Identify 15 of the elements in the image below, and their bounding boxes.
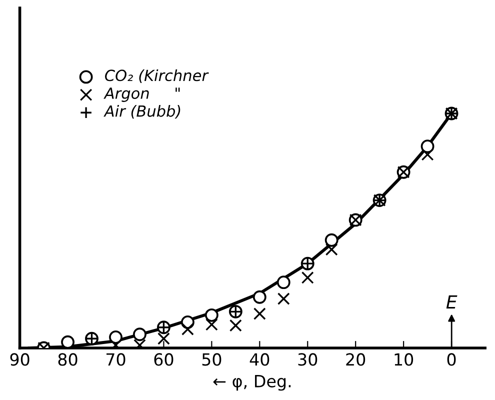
annotation: E (446, 295, 458, 309)
legend-label: Air (Bubb) (104, 105, 180, 119)
x-tick-label: 60 (154, 353, 174, 366)
x-tick-label: 0 (447, 353, 456, 366)
x-tick-label: 20 (346, 353, 366, 366)
x-tick-label: 40 (250, 353, 270, 366)
x-tick-label: 30 (298, 353, 318, 366)
x-axis-title: ← φ, Deg. (213, 375, 291, 391)
x-tick-label: 50 (202, 353, 222, 366)
legend-label: CO₂ (Kirchner (105, 69, 209, 83)
x-tick-label: 90 (10, 353, 30, 366)
x-tick-label: 10 (394, 353, 414, 366)
x-tick-label: 80 (58, 353, 78, 366)
legend-label: Argon " (104, 88, 180, 102)
x-tick-label: 70 (106, 353, 126, 366)
